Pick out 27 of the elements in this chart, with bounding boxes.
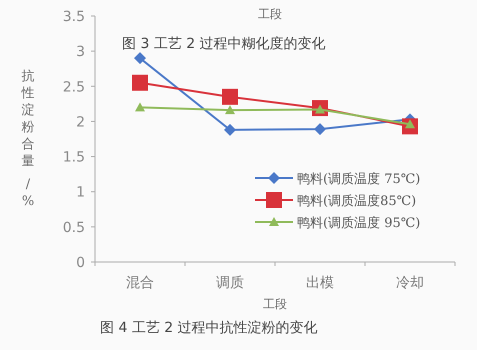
y-tick-label: 0 — [76, 255, 85, 271]
point — [224, 124, 236, 136]
y-axis-title: 抗性淀粉合量 /% — [20, 69, 34, 209]
annotation: 图 3 工艺 2 过程中糊化度的变化 — [122, 36, 326, 52]
x-tick-label: 出模 — [306, 275, 334, 291]
annotation: 工段 — [258, 7, 282, 21]
point — [225, 105, 235, 114]
x-axis-title: 工段 — [263, 297, 287, 311]
point — [135, 102, 145, 112]
y-tick-label: 2.5 — [62, 79, 85, 96]
y-tick-label: 3.5 — [62, 9, 85, 25]
point — [314, 123, 326, 136]
y-tick-label: 2 — [76, 114, 85, 130]
x-tick-label: 混合 — [126, 275, 154, 291]
legend-label: 鸭料(调质温度85℃) — [297, 193, 416, 209]
point — [222, 88, 238, 105]
legend-label: 鸭料(调质温度 95℃) — [297, 215, 420, 231]
y-tick-label: 3 — [76, 44, 85, 60]
legend-label: 鸭料(调质温度 75℃) — [297, 171, 420, 187]
x-tick-label: 冷却 — [396, 275, 424, 291]
y-tick-label: 1 — [76, 184, 85, 201]
point — [132, 74, 148, 91]
text: 图 4 工艺 2 过程中抗性淀粉的变化 — [100, 320, 318, 336]
x-tick-label: 调质 — [216, 275, 244, 291]
y-tick-label: 0.5 — [62, 220, 85, 236]
y-tick-label: 1.5 — [62, 150, 85, 166]
point — [134, 52, 146, 64]
